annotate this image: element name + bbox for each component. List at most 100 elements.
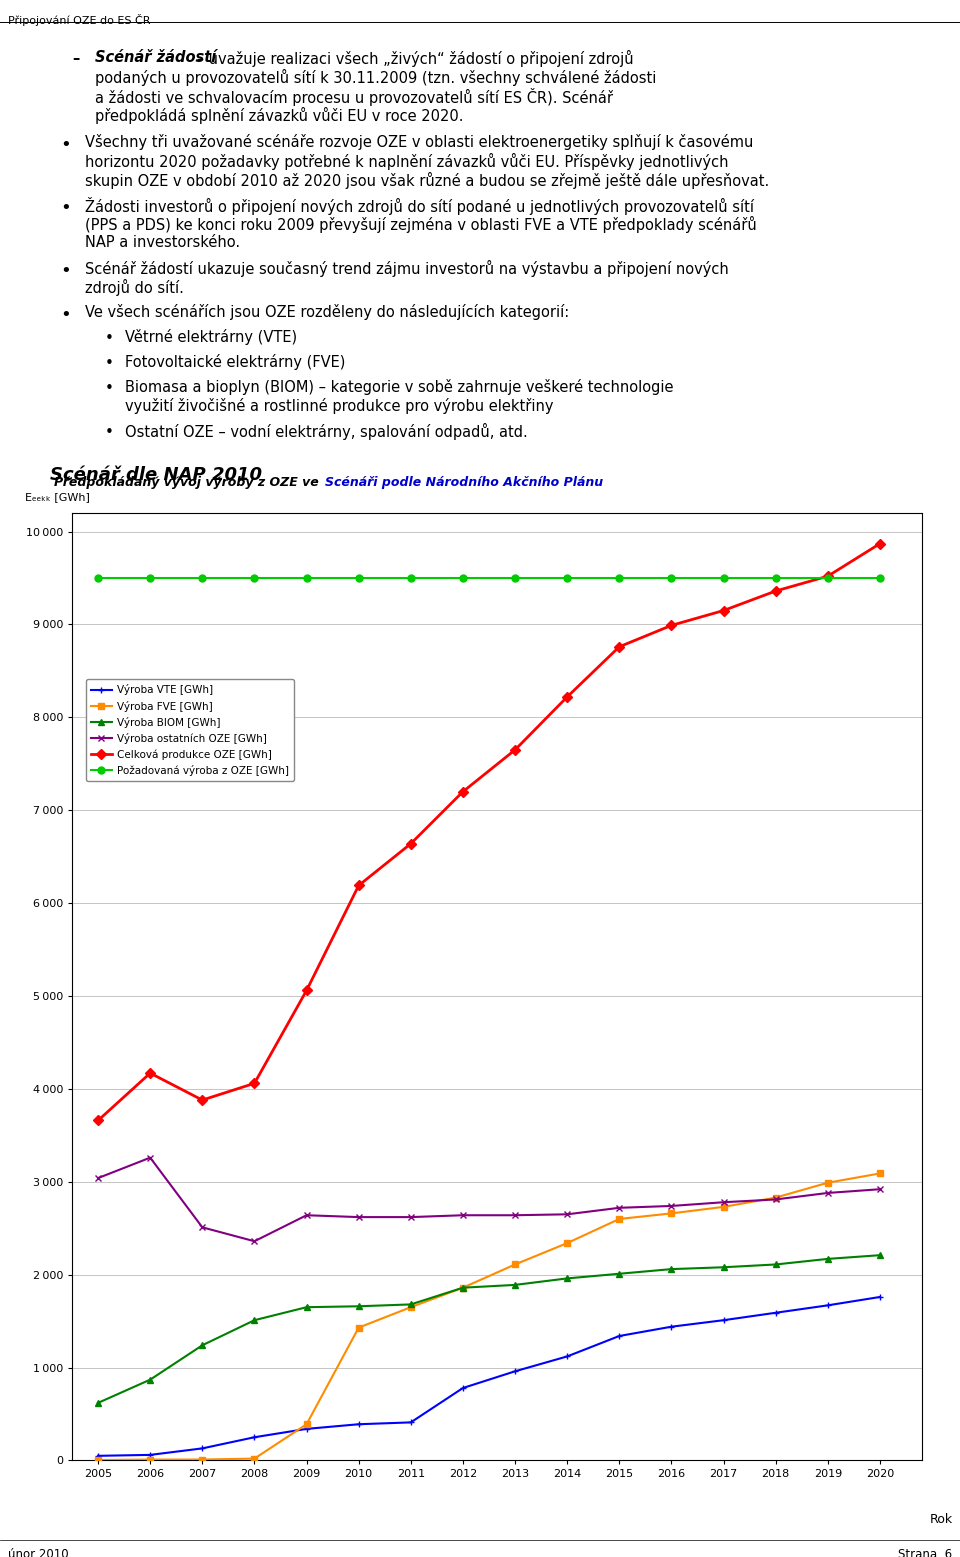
Line: Výroba VTE [GWh]: Výroba VTE [GWh] (95, 1294, 883, 1459)
Výroba FVE [GWh] (562, 1233, 573, 1252)
Výroba FVE [GWh] (665, 1204, 677, 1222)
Požadovaná výroba z OZE [GWh] (665, 568, 677, 587)
Výroba ostatních OZE [GWh] (92, 1169, 104, 1188)
Výroba BIOM [GWh] (144, 1370, 156, 1389)
Text: •: • (60, 135, 71, 154)
Výroba VTE [GWh] (718, 1311, 730, 1330)
Text: •: • (105, 425, 114, 441)
Text: využití živočišné a rostlinné produkce pro výrobu elektřiny: využití živočišné a rostlinné produkce p… (125, 399, 554, 414)
Výroba FVE [GWh] (613, 1210, 625, 1228)
Line: Požadovaná výroba z OZE [GWh]: Požadovaná výroba z OZE [GWh] (95, 575, 883, 581)
Výroba BIOM [GWh] (405, 1295, 417, 1314)
Text: Fotovoltaické elektrárny (FVE): Fotovoltaické elektrárny (FVE) (125, 353, 346, 371)
Výroba FVE [GWh] (249, 1450, 260, 1468)
Celková produkce OZE [GWh] (770, 582, 781, 601)
Text: •: • (60, 307, 71, 324)
Text: Strana  6: Strana 6 (898, 1548, 952, 1557)
Text: Ve všech scénářích jsou OZE rozděleny do následujících kategorií:: Ve všech scénářích jsou OZE rozděleny do… (85, 304, 569, 321)
Výroba BIOM [GWh] (718, 1258, 730, 1277)
Požadovaná výroba z OZE [GWh] (822, 568, 833, 587)
Výroba VTE [GWh] (249, 1428, 260, 1446)
Výroba ostatních OZE [GWh] (822, 1183, 833, 1202)
Text: a žádosti ve schvalovacím procesu u provozovatelů sítí ES ČR). Scénář: a žádosti ve schvalovacím procesu u prov… (95, 89, 613, 106)
Výroba ostatních OZE [GWh] (875, 1180, 886, 1199)
Line: Celková produkce OZE [GWh]: Celková produkce OZE [GWh] (95, 540, 883, 1124)
Výroba BIOM [GWh] (562, 1269, 573, 1288)
Výroba VTE [GWh] (405, 1414, 417, 1432)
Celková produkce OZE [GWh] (144, 1063, 156, 1082)
Požadovaná výroba z OZE [GWh] (875, 568, 886, 587)
Výroba FVE [GWh] (405, 1299, 417, 1317)
Celková produkce OZE [GWh] (562, 688, 573, 707)
Požadovaná výroba z OZE [GWh] (92, 568, 104, 587)
Výroba BIOM [GWh] (457, 1278, 468, 1297)
Požadovaná výroba z OZE [GWh] (144, 568, 156, 587)
Požadovaná výroba z OZE [GWh] (718, 568, 730, 587)
Výroba FVE [GWh] (457, 1278, 468, 1297)
Line: Výroba FVE [GWh]: Výroba FVE [GWh] (95, 1169, 883, 1464)
Výroba FVE [GWh] (822, 1174, 833, 1193)
Výroba ostatních OZE [GWh] (718, 1193, 730, 1211)
Celková produkce OZE [GWh] (510, 741, 521, 760)
Výroba BIOM [GWh] (875, 1246, 886, 1264)
Požadovaná výroba z OZE [GWh] (405, 568, 417, 587)
Text: •: • (105, 381, 114, 395)
Výroba VTE [GWh] (562, 1347, 573, 1365)
Text: Scénář dle NAP 2010: Scénář dle NAP 2010 (50, 466, 262, 484)
Výroba VTE [GWh] (197, 1439, 208, 1457)
Text: Žádosti investorů o připojení nových zdrojů do sítí podané u jednotlivých provoz: Žádosti investorů o připojení nových zdr… (85, 198, 754, 215)
Požadovaná výroba z OZE [GWh] (353, 568, 365, 587)
Celková produkce OZE [GWh] (249, 1074, 260, 1093)
Výroba BIOM [GWh] (300, 1299, 312, 1317)
Výroba ostatních OZE [GWh] (197, 1218, 208, 1236)
Výroba BIOM [GWh] (353, 1297, 365, 1316)
Celková produkce OZE [GWh] (405, 835, 417, 853)
Výroba ostatních OZE [GWh] (613, 1199, 625, 1218)
Line: Výroba BIOM [GWh]: Výroba BIOM [GWh] (95, 1252, 883, 1406)
Výroba FVE [GWh] (92, 1451, 104, 1470)
Text: Rok: Rok (930, 1512, 953, 1526)
Text: Scénáři podle Národního Akčního Plánu: Scénáři podle Národního Akčního Plánu (325, 476, 603, 489)
Celková produkce OZE [GWh] (457, 782, 468, 800)
Výroba BIOM [GWh] (197, 1336, 208, 1355)
Výroba VTE [GWh] (144, 1445, 156, 1464)
Výroba BIOM [GWh] (510, 1275, 521, 1294)
Výroba FVE [GWh] (300, 1415, 312, 1434)
Výroba ostatních OZE [GWh] (562, 1205, 573, 1224)
Text: Biomasa a bioplyn (BIOM) – kategorie v sobě zahrnuje veškeré technologie: Biomasa a bioplyn (BIOM) – kategorie v s… (125, 378, 674, 395)
Text: Scénář žádostí ukazuje současný trend zájmu investorů na výstavbu a připojení no: Scénář žádostí ukazuje současný trend zá… (85, 260, 729, 277)
Text: horizontu 2020 požadavky potřebné k naplnění závazků vůči EU. Příspěvky jednotli: horizontu 2020 požadavky potřebné k napl… (85, 153, 729, 170)
Text: skupin OZE v období 2010 až 2020 jsou však různé a budou se zřejmě ještě dále up: skupin OZE v období 2010 až 2020 jsou vš… (85, 171, 769, 188)
Výroba FVE [GWh] (718, 1197, 730, 1216)
Výroba VTE [GWh] (353, 1415, 365, 1434)
Text: NAP a investorského.: NAP a investorského. (85, 235, 240, 251)
Celková produkce OZE [GWh] (92, 1112, 104, 1130)
Text: Scénář žádostí: Scénář žádostí (95, 50, 216, 65)
Text: –: – (72, 51, 80, 65)
Výroba ostatních OZE [GWh] (144, 1149, 156, 1168)
Výroba VTE [GWh] (822, 1295, 833, 1314)
Požadovaná výroba z OZE [GWh] (510, 568, 521, 587)
Výroba ostatních OZE [GWh] (405, 1208, 417, 1227)
Text: podaných u provozovatelů sítí k 30.11.2009 (tzn. všechny schválené žádosti: podaných u provozovatelů sítí k 30.11.20… (95, 69, 657, 86)
Text: •: • (60, 262, 71, 280)
Výroba VTE [GWh] (457, 1378, 468, 1397)
Výroba ostatních OZE [GWh] (353, 1208, 365, 1227)
Text: Připojování OZE do ES ČR: Připojování OZE do ES ČR (8, 14, 151, 26)
Celková produkce OZE [GWh] (822, 567, 833, 585)
Výroba VTE [GWh] (875, 1288, 886, 1306)
Text: Větrné elektrárny (VTE): Větrné elektrárny (VTE) (125, 329, 298, 346)
Požadovaná výroba z OZE [GWh] (197, 568, 208, 587)
Text: •: • (105, 332, 114, 346)
Text: Eₑₑₖₖ [GWh]: Eₑₑₖₖ [GWh] (25, 492, 90, 501)
Výroba VTE [GWh] (510, 1362, 521, 1381)
Celková produkce OZE [GWh] (353, 877, 365, 895)
Výroba FVE [GWh] (353, 1319, 365, 1337)
Výroba BIOM [GWh] (665, 1260, 677, 1278)
Výroba ostatních OZE [GWh] (300, 1207, 312, 1225)
Výroba FVE [GWh] (875, 1165, 886, 1183)
Text: – uvažuje realizaci všech „živých“ žádostí o připojení zdrojů: – uvažuje realizaci všech „živých“ žádos… (192, 50, 634, 67)
Výroba ostatních OZE [GWh] (770, 1190, 781, 1208)
Výroba FVE [GWh] (197, 1450, 208, 1468)
Text: •: • (105, 357, 114, 371)
